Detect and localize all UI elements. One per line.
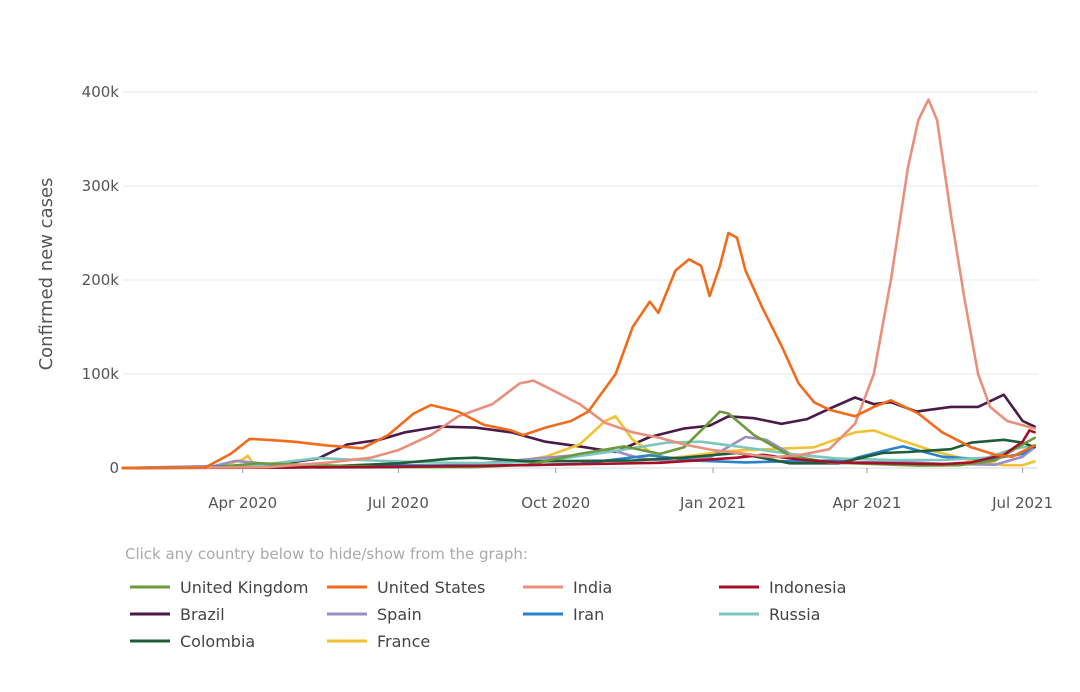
x-tick-label: Apr 2020 <box>208 494 277 512</box>
y-axis-ticks: 0 100k 200k 300k 400k <box>82 83 120 477</box>
legend-item-spain[interactable]: Spain <box>327 605 422 624</box>
y-tick-label: 300k <box>82 177 120 195</box>
x-tick-label: Jul 2021 <box>991 494 1053 512</box>
y-tick-label: 200k <box>82 271 120 289</box>
x-tick-label: Oct 2020 <box>521 494 590 512</box>
series-line-indonesia <box>121 429 1036 470</box>
legend-label: Spain <box>377 605 422 624</box>
series-line-india <box>121 98 1036 470</box>
legend-item-colombia[interactable]: Colombia <box>130 632 255 651</box>
legend-item-france[interactable]: France <box>327 632 430 651</box>
legend-item-united-states[interactable]: United States <box>327 578 485 597</box>
legend-label: United States <box>377 578 485 597</box>
series-line-russia <box>121 440 1036 470</box>
x-tick-label: Jan 2021 <box>679 494 746 512</box>
legend-label: Colombia <box>180 632 255 651</box>
y-axis-label: Confirmed new cases <box>36 178 57 371</box>
legend-item-brazil[interactable]: Brazil <box>130 605 225 624</box>
legend-label: India <box>573 578 612 597</box>
legend-item-united-kingdom[interactable]: United Kingdom <box>130 578 308 597</box>
x-tick-label: Jul 2020 <box>367 494 429 512</box>
series-line-united-states <box>121 231 1036 470</box>
series-lines <box>121 98 1036 470</box>
series-line-brazil <box>121 393 1036 470</box>
legend-label: Russia <box>769 605 820 624</box>
legend-hint: Click any country below to hide/show fro… <box>125 545 528 563</box>
legend-label: United Kingdom <box>180 578 308 597</box>
gridlines <box>123 91 1038 469</box>
y-tick-label: 400k <box>82 83 120 101</box>
series-line-colombia <box>121 438 1036 470</box>
legend-label: Brazil <box>180 605 225 624</box>
legend-label: Indonesia <box>769 578 846 597</box>
legend-item-india[interactable]: India <box>523 578 612 597</box>
y-tick-label: 100k <box>82 365 120 383</box>
legend-item-indonesia[interactable]: Indonesia <box>719 578 846 597</box>
legend: United Kingdom United States India Indonesi… <box>130 578 846 651</box>
x-axis-ticks: Apr 2020 Jul 2020 Oct 2020 Jan 2021 Apr 2021… <box>208 468 1053 512</box>
legend-item-iran[interactable]: Iran <box>523 605 604 624</box>
legend-label: Iran <box>573 605 604 624</box>
legend-label: France <box>377 632 430 651</box>
y-tick-label: 0 <box>109 459 119 477</box>
legend-item-russia[interactable]: Russia <box>719 605 820 624</box>
x-tick-label: Apr 2021 <box>833 494 902 512</box>
